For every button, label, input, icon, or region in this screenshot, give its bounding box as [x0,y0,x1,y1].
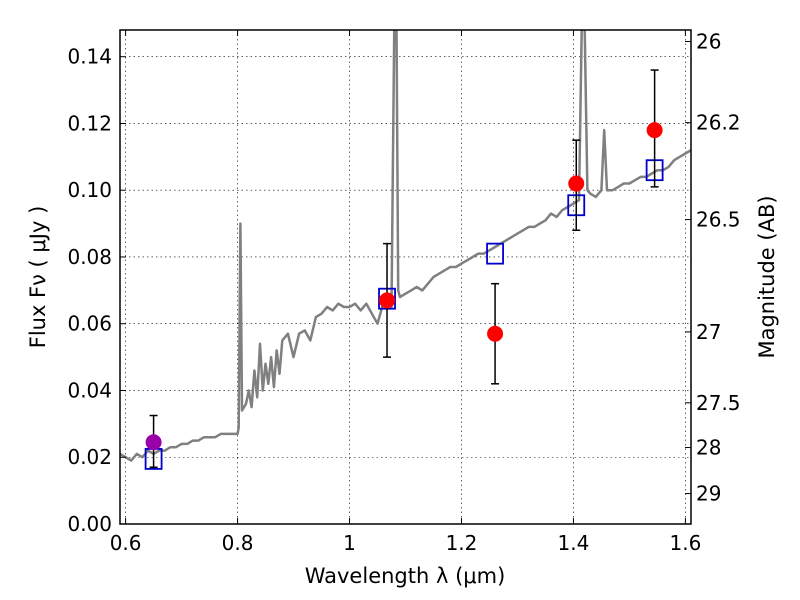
y-axis-title: Flux Fν ( μJy ) [26,206,50,349]
y-right-tick-label: 29 [696,482,721,506]
x-tick-label: 1.2 [446,531,478,555]
observed-point [379,292,396,309]
x-tick-label: 0.6 [110,531,142,555]
model-point-square [486,242,504,265]
y-right-tick-label: 27 [696,320,721,344]
x-axis-title: Wavelength λ (μm) [305,564,506,588]
y-right-tick-label: 28 [696,436,721,460]
observed-point [145,434,162,451]
x-tick-label: 1.6 [669,531,701,555]
x-tick-label: 1 [343,531,356,555]
x-tick-label: 0.8 [222,531,254,555]
y-tick-label: 0.00 [67,512,112,536]
y-tick-label: 0.12 [67,111,112,135]
plot-frame [119,29,692,525]
y-tick-label: 0.04 [67,378,112,402]
spectrum-line [120,30,691,462]
observed-point [568,175,585,192]
y-right-axis-title: Magnitude (AB) [755,195,779,358]
grid [120,30,691,525]
ticks: 0.6 0.8 1 1.2 1.4 1.6 0.00 0.02 0.04 0.06 0.08 0.10… [67,30,740,555]
y-right-tick-label: 27.5 [696,391,741,415]
y-tick-label: 0.10 [67,178,112,202]
x-tick-label: 1.4 [558,531,590,555]
y-right-tick-label: 26.2 [696,111,741,135]
data-layer [120,30,691,470]
y-tick-label: 0.06 [67,312,112,336]
y-tick-label: 0.02 [67,445,112,469]
observed-point [487,325,504,342]
y-right-tick-label: 26 [696,30,721,54]
y-tick-label: 0.08 [67,245,112,269]
y-tick-label: 0.14 [67,45,112,69]
observed-point [646,122,663,139]
y-right-tick-label: 26.5 [696,208,741,232]
